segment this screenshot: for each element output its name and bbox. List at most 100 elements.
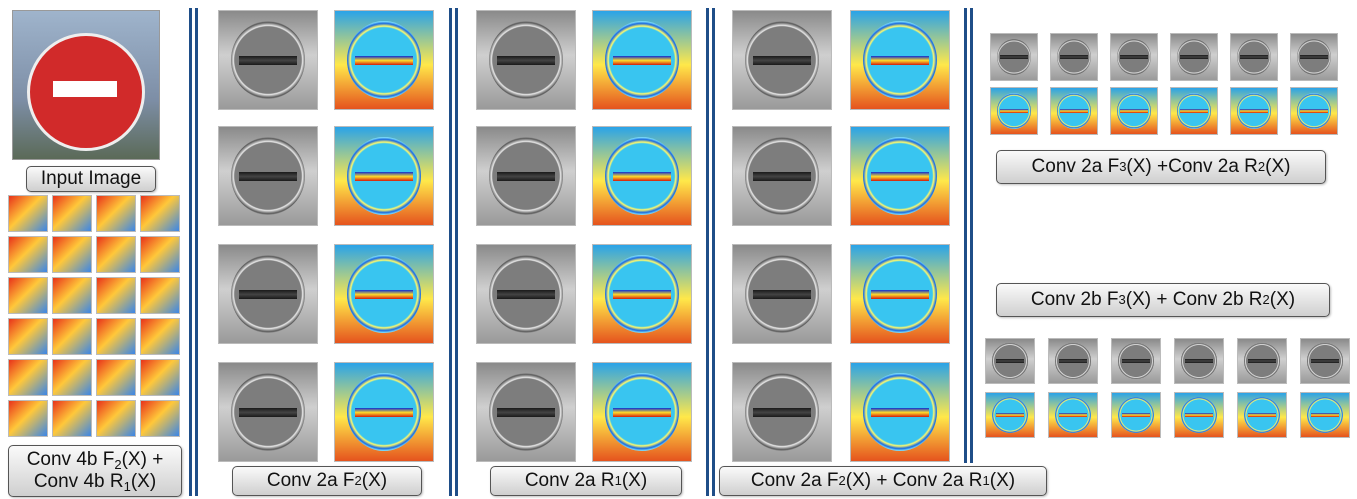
col2-heat-map-1: [592, 10, 692, 110]
right-bottom-heat-4: [1174, 392, 1224, 438]
col3-heat-map-2: [850, 126, 950, 226]
sign-bar: [1310, 413, 1340, 418]
conv4b-feature-map: [52, 195, 92, 232]
sign-bar: [870, 172, 930, 181]
input-image: [12, 10, 160, 160]
sign-bar: [612, 408, 672, 417]
right-top-gray-3: [1110, 33, 1158, 81]
right-top-gray-6: [1290, 33, 1338, 81]
right-top-heat-4: [1170, 87, 1218, 135]
col2-gray-map-4: [476, 362, 576, 462]
sign-bar: [612, 56, 672, 65]
col3-gray-map-1: [732, 10, 832, 110]
col3-gray-map-4: [732, 362, 832, 462]
separator-2: [449, 8, 459, 496]
col1-heat-map-2: [334, 126, 434, 226]
sign-bar: [238, 56, 298, 65]
sign-bar: [870, 56, 930, 65]
col1-gray-map-1: [218, 10, 318, 110]
sign-bar: [354, 56, 414, 65]
separator-4: [964, 8, 974, 463]
conv4b-feature-map: [96, 400, 136, 437]
conv4b-feature-map: [140, 277, 180, 314]
right-top-heat-3: [1110, 87, 1158, 135]
col1-heat-map-1: [334, 10, 434, 110]
right-top-heat-2: [1050, 87, 1098, 135]
right-bottom-heat-3: [1111, 392, 1161, 438]
right-bottom-heat-5: [1237, 392, 1287, 438]
sign-bar: [1060, 109, 1088, 114]
right-top-gray-1: [990, 33, 1038, 81]
sign-bar: [354, 172, 414, 181]
right-top-heat-5: [1230, 87, 1278, 135]
sign-bar: [995, 413, 1025, 418]
right-bottom-gray-6: [1300, 338, 1350, 384]
sign-bar: [752, 56, 812, 65]
right-top-gray-5: [1230, 33, 1278, 81]
sign-white-bar: [53, 81, 117, 97]
sign-bar: [870, 408, 930, 417]
right-bottom-gray-4: [1174, 338, 1224, 384]
input-image-label: Input Image: [26, 166, 156, 192]
conv4b-feature-map: [8, 318, 48, 355]
sign-bar: [1120, 109, 1148, 114]
col1-gray-map-2: [218, 126, 318, 226]
right-bottom-gray-3: [1111, 338, 1161, 384]
sign-bar: [870, 290, 930, 299]
conv4b-feature-map: [52, 359, 92, 396]
sign-bar: [354, 408, 414, 417]
sign-bar: [1310, 359, 1340, 364]
conv4b-feature-map: [8, 236, 48, 273]
sign-bar: [496, 172, 556, 181]
right-bottom-heat-6: [1300, 392, 1350, 438]
sign-bar: [1000, 109, 1028, 114]
right-top-label: Conv 2a F 3 (X) +Conv 2a R 2 (X): [996, 150, 1326, 184]
sign-bar: [1300, 109, 1328, 114]
separator-1: [189, 8, 199, 496]
conv4b-feature-map: [8, 400, 48, 437]
conv4b-feature-map: [140, 318, 180, 355]
right-bottom-heat-2: [1048, 392, 1098, 438]
conv4b-feature-map: [8, 277, 48, 314]
col2-gray-map-2: [476, 126, 576, 226]
sign-bar: [1247, 359, 1277, 364]
right-bottom-gray-2: [1048, 338, 1098, 384]
right-top-heat-1: [990, 87, 1038, 135]
sign-bar: [496, 408, 556, 417]
sign-bar: [1000, 55, 1028, 60]
conv4b-feature-map: [140, 400, 180, 437]
col2-label: Conv 2a R 1 (X): [490, 466, 682, 496]
sign-bar: [1060, 55, 1088, 60]
sign-bar: [752, 408, 812, 417]
conv4b-feature-map: [52, 236, 92, 273]
sign-bar: [238, 172, 298, 181]
col1-gray-map-3: [218, 244, 318, 344]
sign-bar: [612, 172, 672, 181]
col3-heat-map-4: [850, 362, 950, 462]
col1-gray-map-4: [218, 362, 318, 462]
conv4b-feature-map: [52, 318, 92, 355]
col3-gray-map-2: [732, 126, 832, 226]
sign-bar: [238, 290, 298, 299]
sign-bar: [1184, 359, 1214, 364]
col3-heat-map-1: [850, 10, 950, 110]
sign-bar: [1120, 55, 1148, 60]
sign-bar: [1184, 413, 1214, 418]
sign-bar: [1240, 109, 1268, 114]
col2-gray-map-1: [476, 10, 576, 110]
stop-sign-disc: [27, 33, 145, 151]
col3-gray-map-3: [732, 244, 832, 344]
sign-bar: [1300, 55, 1328, 60]
conv4b-feature-map: [96, 195, 136, 232]
conv4b-feature-map: [96, 318, 136, 355]
conv4b-feature-map: [52, 277, 92, 314]
col1-heat-map-3: [334, 244, 434, 344]
sign-bar: [1121, 413, 1151, 418]
conv4b-feature-map: [140, 236, 180, 273]
conv4b-label: Conv 4b F2(X) + Conv 4b R1(X): [8, 445, 182, 497]
sign-bar: [1058, 413, 1088, 418]
right-bottom-gray-1: [985, 338, 1035, 384]
conv4b-feature-map: [140, 195, 180, 232]
right-bottom-label: Conv 2b F 3 (X) + Conv 2b R 2 (X): [996, 283, 1330, 317]
sign-bar: [752, 290, 812, 299]
